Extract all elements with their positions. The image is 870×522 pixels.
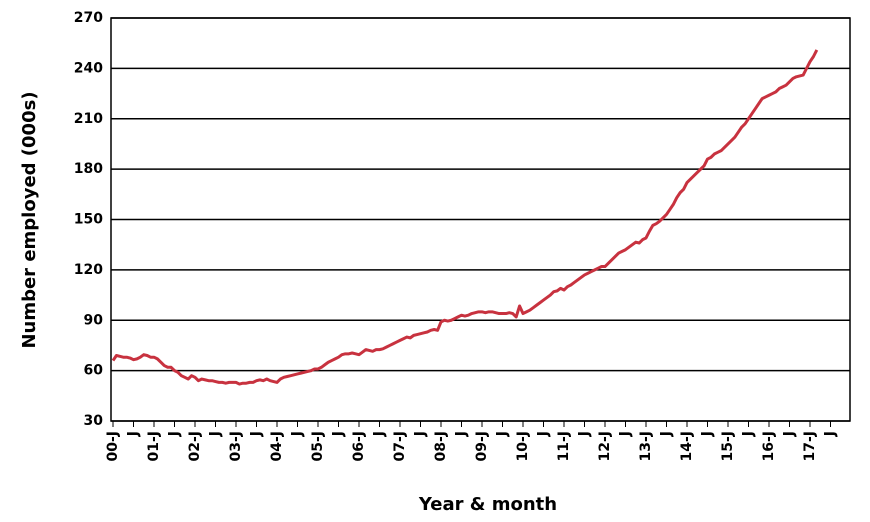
x-tick-label: 16-J xyxy=(761,431,777,462)
x-tick-label: 15-J xyxy=(720,431,736,462)
x-tick-label: 08-J xyxy=(433,431,449,462)
x-tick-label: 14-J xyxy=(679,431,695,462)
x-tick-label: J xyxy=(290,431,306,437)
x-tick-label: J xyxy=(167,431,183,437)
x-tick-label: J xyxy=(249,431,265,437)
x-tick-label: 13-J xyxy=(638,431,654,462)
x-tick-label: 10-J xyxy=(515,431,531,462)
x-tick-label: J xyxy=(372,431,388,437)
x-tick-label: J xyxy=(577,431,593,437)
x-tick-label: 11-J xyxy=(556,431,572,462)
y-tick-label: 30 xyxy=(84,413,104,429)
x-tick-label: J xyxy=(331,431,347,437)
x-tick-label: J xyxy=(454,431,470,437)
y-tick-label: 60 xyxy=(84,363,104,379)
x-tick-label: 04-J xyxy=(269,431,285,462)
x-tick-label: 12-J xyxy=(597,431,613,462)
x-tick-label: J xyxy=(495,431,511,437)
x-tick-label: J xyxy=(782,431,798,437)
y-tick-label: 90 xyxy=(84,312,104,328)
x-tick-label: 07-J xyxy=(392,431,408,462)
x-tick-label: 09-J xyxy=(474,431,490,462)
y-tick-label: 210 xyxy=(74,111,103,127)
x-tick-label: J xyxy=(413,431,429,437)
y-tick-label: 150 xyxy=(74,212,103,228)
x-tick-label: J xyxy=(618,431,634,437)
y-axis-title: Number employed (000s) xyxy=(19,91,40,348)
x-tick-label: J xyxy=(126,431,142,437)
y-tick-label: 240 xyxy=(74,60,103,76)
x-tick-label: J xyxy=(823,431,839,437)
x-tick-label: 01-J xyxy=(146,431,162,462)
x-tick-label: J xyxy=(659,431,675,437)
x-tick-label: 06-J xyxy=(351,431,367,462)
x-tick-label: 03-J xyxy=(228,431,244,462)
x-axis-title: Year & month xyxy=(418,494,557,515)
y-tick-label: 120 xyxy=(74,262,103,278)
x-tick-label: 02-J xyxy=(187,431,203,462)
y-tick-label: 270 xyxy=(74,10,103,26)
x-tick-label: 17-J xyxy=(802,431,818,462)
y-tick-label: 180 xyxy=(74,161,103,177)
x-tick-label: J xyxy=(536,431,552,437)
x-tick-label: J xyxy=(208,431,224,437)
x-tick-label: J xyxy=(741,431,757,437)
x-tick-label: 05-J xyxy=(310,431,326,462)
x-tick-label: J xyxy=(700,431,716,437)
x-tick-label: 00-J xyxy=(105,431,121,462)
data-line xyxy=(111,49,819,386)
